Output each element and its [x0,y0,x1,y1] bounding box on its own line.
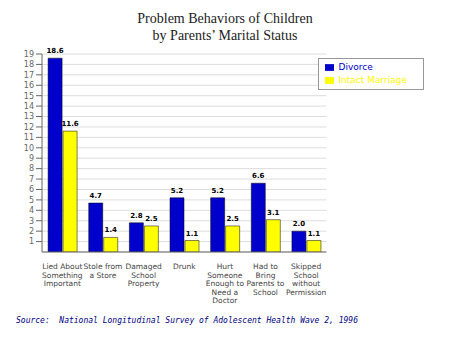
svg-text:16: 16 [24,81,34,90]
svg-text:DamagedSchoolProperty: DamagedSchoolProperty [125,262,162,288]
svg-text:2.5: 2.5 [145,215,158,223]
svg-text:2.5: 2.5 [226,215,239,223]
svg-text:13: 13 [24,112,34,121]
svg-text:Lied AboutSomethingImportant: Lied AboutSomethingImportant [42,262,83,288]
svg-text:Drunk: Drunk [173,262,196,271]
svg-text:18: 18 [24,60,34,69]
svg-text:4.7: 4.7 [90,192,103,200]
svg-text:19: 19 [24,50,34,59]
svg-text:2.8: 2.8 [130,212,143,220]
svg-text:11: 11 [24,133,34,142]
svg-text:5.2: 5.2 [211,187,224,195]
svg-text:5: 5 [29,196,34,205]
svg-text:HurtSomeoneEnough toNeed aDoct: HurtSomeoneEnough toNeed aDoctor [206,262,245,305]
html-text:Divorce: Divorce [338,62,373,72]
svg-text:2.0: 2.0 [293,220,306,228]
svg-text:2: 2 [29,227,34,236]
svg-text:1.1: 1.1 [308,230,321,238]
svg-text:3: 3 [29,217,34,226]
svg-text:Stole froma Store: Stole froma Store [84,262,123,280]
svg-text:17: 17 [24,71,34,80]
svg-text:12: 12 [24,123,34,132]
svg-text:Had toBringParents toSchool: Had toBringParents toSchool [247,262,285,297]
svg-text:4: 4 [29,206,34,215]
svg-text:10: 10 [24,144,34,153]
svg-text:6.6: 6.6 [252,172,265,180]
svg-text:1: 1 [29,237,34,246]
svg-text:8: 8 [29,164,34,173]
svg-text:11.6: 11.6 [61,120,78,128]
html-text:Intact Marriage: Intact Marriage [338,75,407,85]
svg-text:14: 14 [24,102,34,111]
html-text:Source: National Longitudinal: Source: National Longitudinal Survey of … [16,316,358,325]
svg-text:9: 9 [29,154,34,163]
svg-text:5.2: 5.2 [171,187,184,195]
svg-text:15: 15 [24,92,34,101]
svg-text:7: 7 [29,175,34,184]
svg-text:1.1: 1.1 [186,230,199,238]
svg-text:SkippedSchoolwithoutPermission: SkippedSchoolwithoutPermission [286,262,327,297]
svg-text:3.1: 3.1 [267,209,280,217]
html-text:Problem Behaviors of Children: Problem Behaviors of Children by Parents… [137,11,313,43]
svg-text:1.4: 1.4 [105,226,118,234]
svg-text:18.6: 18.6 [46,47,63,55]
svg-text:6: 6 [29,185,34,194]
